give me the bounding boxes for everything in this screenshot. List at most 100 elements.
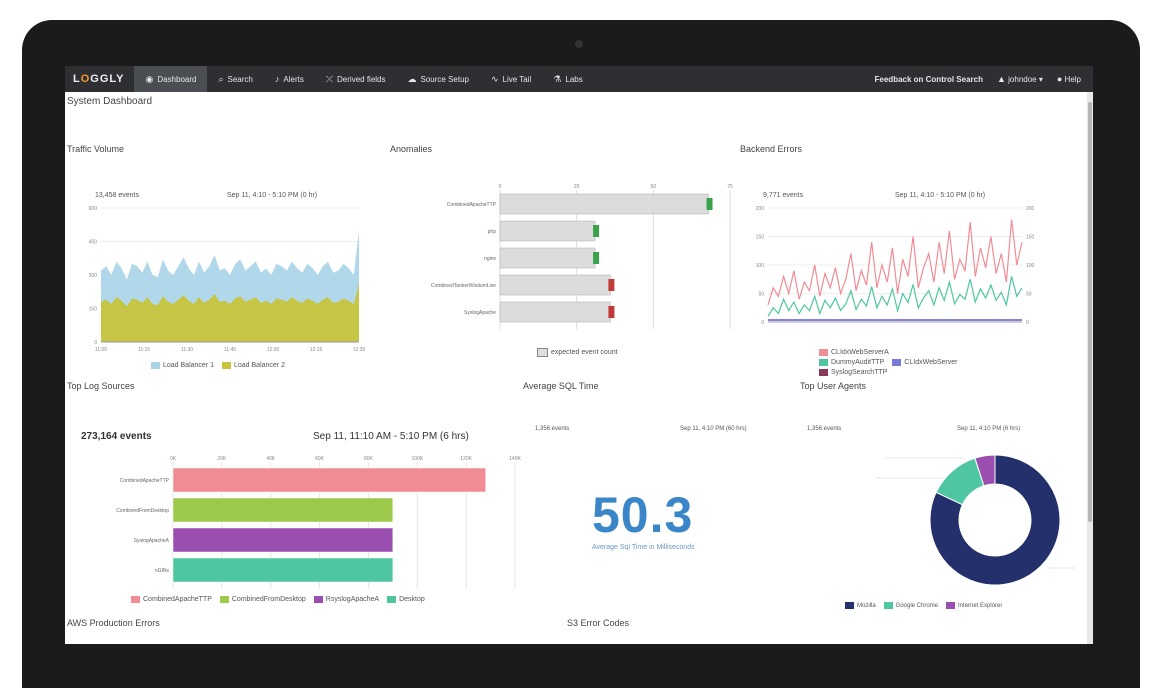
sql-range: Sep 11, 4:10 PM (60 hrs) (680, 426, 747, 432)
y2-tick-label: 200 (1026, 206, 1035, 212)
legend-item: CombinedFromDesktop (219, 596, 306, 603)
panel-title-agents: Top User Agents (800, 381, 867, 391)
area-series-2 (101, 283, 359, 342)
line-series-1 (767, 219, 1023, 306)
nav-dashboard[interactable]: ◉ Dashboard (134, 66, 208, 92)
x-tick-label: 120K (460, 456, 472, 462)
category-label: CombinedTankerWisdumLive (431, 283, 496, 289)
sql-caption: Average Sql Time in Milliseconds (592, 544, 695, 551)
scrollbar[interactable] (1087, 92, 1093, 644)
backend-legend: CLIdxWebServerA DummyAuditTTP CLIdxWebSe… (819, 349, 959, 376)
user-menu[interactable]: ▲ johndoe ▾ (996, 74, 1043, 84)
y-tick-label: 200 (756, 206, 765, 212)
log-source-bar (172, 557, 394, 583)
help-link[interactable]: ● Help (1056, 74, 1081, 84)
top-user-agents-chart (875, 454, 1075, 586)
anomaly-marker (706, 198, 713, 210)
x-tick-label: 25 (574, 184, 580, 190)
backend-range: Sep 11, 4:10 - 5:10 PM (0 hr) (895, 192, 986, 199)
legend-swatch (221, 362, 231, 369)
x-tick-label: 12:30 (353, 347, 366, 353)
logsources-events: 273,164 events (81, 431, 152, 442)
anomaly-bar (499, 274, 611, 296)
legend-swatch (537, 348, 548, 357)
top-log-sources-chart: 0K0K20K20K40K40K60K60K80K80K100K100K120K… (116, 456, 521, 588)
category-label: CombinedApacheTTP (120, 478, 170, 484)
panel-title-aws: AWS Production Errors (67, 618, 160, 628)
category-label: SyslogApache (464, 310, 496, 316)
screen: LOGGLY ◉ Dashboard ⌕ Search ♪ Alerts ⤫ Deriv… (65, 66, 1093, 644)
traffic-legend: Load Balancer 1 Load Balancer 2 (151, 362, 285, 369)
legend-swatch (883, 602, 893, 609)
feedback-link[interactable]: Feedback on Control Search (874, 74, 983, 84)
agents-events: 1,356 events (807, 426, 842, 432)
nav-source-setup[interactable]: ☁ Source Setup (407, 73, 469, 84)
legend-swatch (313, 596, 323, 603)
legend-item: Mozilla (845, 602, 876, 609)
sql-value: 50.3 (592, 487, 694, 543)
legend-swatch (819, 359, 828, 366)
panel-title-sql: Average SQL Time (523, 381, 599, 391)
legend-swatch (819, 349, 828, 356)
legend-swatch (946, 602, 956, 609)
legend-swatch (219, 596, 229, 603)
anomaly-marker (608, 279, 615, 291)
y-tick-label: 100 (756, 263, 765, 269)
panel-title-s3: S3 Error Codes (567, 618, 630, 628)
anomalies-chart: 0 25 50 75 CombinedApacheTTP php nginx Combined… (431, 184, 733, 329)
legend-item: RsyslogApacheA (313, 596, 379, 603)
page-title: System Dashboard (67, 96, 153, 107)
legend-item: Google Chrome (883, 602, 938, 609)
anomalies-legend: expected event count (537, 348, 618, 357)
help-icon: ● (1056, 74, 1063, 84)
backend-events: 9,771 events (763, 192, 804, 199)
anomaly-marker (593, 225, 600, 237)
donut-slice (974, 454, 996, 487)
category-label: CombinedFromDesktop (116, 508, 169, 514)
traffic-chart: 600 450 300 150 011:00 11:15 11:30 11:45 12:00 12… (89, 206, 366, 353)
nav-labs[interactable]: ⚗ Labs (553, 73, 583, 84)
y2-tick-label: 0 (1026, 320, 1029, 326)
nav-alerts[interactable]: ♪ Alerts (274, 74, 304, 84)
legend-item: Internet Explorer (946, 602, 1002, 609)
anomaly-marker (593, 252, 600, 264)
derived-fields-icon: ⤫ (325, 73, 334, 84)
category-label: CombinedApacheTTP (447, 202, 497, 208)
anomaly-bar (499, 193, 709, 215)
logsources-range: Sep 11, 11:10 AM - 5:10 PM (6 hrs) (313, 431, 469, 442)
live-tail-icon: ∿ (490, 73, 499, 84)
legend-swatch (845, 602, 854, 609)
x-tick-label: 11:15 (138, 347, 150, 353)
top-nav-bar: LOGGLY ◉ Dashboard ⌕ Search ♪ Alerts ⤫ Deriv… (65, 66, 1093, 92)
nav-search[interactable]: ⌕ Search (218, 73, 253, 84)
nav-derived-fields[interactable]: ⤫ Derived fields (325, 73, 386, 84)
y-tick-label: 300 (89, 273, 98, 279)
legend-item: CLIdxWebServer (892, 359, 957, 366)
bell-icon: ♪ (274, 74, 280, 84)
y-tick-label: 600 (89, 206, 98, 212)
user-icon: ▲ (996, 74, 1006, 84)
x-tick-label: 12:00 (267, 347, 280, 353)
anomaly-bar (499, 301, 611, 323)
panel-title-backend: Backend Errors (740, 144, 803, 154)
panel-title-anomalies: Anomalies (390, 144, 433, 154)
webcam (575, 40, 583, 48)
y-tick-label: 0 (94, 340, 97, 346)
y-tick-label: 150 (89, 307, 98, 313)
sql-events: 1,356 events (535, 426, 570, 432)
x-tick-label: 80K (364, 456, 374, 462)
category-label: SyslogApacheA (134, 538, 170, 544)
y-tick-label: 50 (758, 292, 764, 298)
x-tick-label: 11:30 (181, 347, 193, 353)
log-source-bar (172, 527, 394, 553)
nav-live-tail[interactable]: ∿ Live Tail (490, 73, 532, 84)
dashboard-icon: ◉ (145, 73, 154, 84)
nav-right: Feedback on Control Search ▲ johndoe ▾ ●… (875, 74, 1093, 84)
line-series-2 (767, 276, 1023, 317)
log-source-bar (172, 497, 394, 523)
legend-item: CombinedApacheTTP (131, 596, 212, 603)
loggly-logo[interactable]: LOGGLY (73, 73, 125, 85)
scrollbar-thumb[interactable] (1088, 102, 1092, 522)
legend-swatch (892, 359, 902, 366)
x-tick-label: 0 (499, 184, 502, 190)
